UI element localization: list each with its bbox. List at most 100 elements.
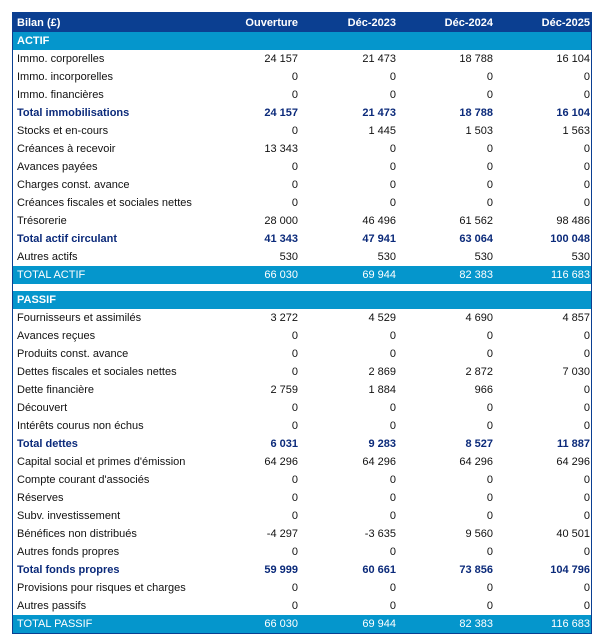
cell-value: 4 529	[368, 312, 396, 324]
cell-value: 2 869	[368, 366, 396, 378]
cell-value: 0	[389, 348, 396, 360]
cell-value: 16 104	[556, 107, 590, 119]
table-row: Créances fiscales et sociales nettes 0 0 0 0	[13, 194, 591, 212]
cell-value: 0	[583, 474, 590, 486]
cell-value: 0	[486, 161, 493, 173]
cell-value: 41 343	[264, 233, 298, 245]
cell-value: 530	[377, 251, 396, 263]
column-header: Déc-2023	[347, 16, 396, 29]
row-label: Autres passifs	[17, 600, 87, 612]
cell-value: 0	[486, 89, 493, 101]
balance-sheet-table: Bilan (£) Ouverture Déc-2023 Déc-2024 Dé…	[12, 12, 592, 634]
row-label: Autres actifs	[17, 251, 78, 263]
cell-value: 0	[389, 197, 396, 209]
cell-value: 40 501	[556, 528, 590, 540]
total-row: Total actif circulant 41 343 47 941 63 064 1…	[13, 230, 591, 248]
cell-value: 0	[486, 510, 493, 522]
cell-value: 0	[583, 71, 590, 83]
row-label: Immo. financières	[17, 89, 104, 101]
total-row: Total immobilisations 24 157 21 473 18 788 1…	[13, 104, 591, 122]
cell-value: 59 999	[264, 564, 298, 576]
cell-value: 64 296	[556, 456, 590, 468]
cell-value: 0	[389, 546, 396, 558]
cell-value: 0	[389, 510, 396, 522]
cell-value: 0	[291, 161, 298, 173]
cell-value: 28 000	[264, 215, 298, 227]
table-row: Autres actifs 530 530 530 530	[13, 248, 591, 266]
row-label: Avances reçues	[17, 330, 96, 342]
cell-value: 0	[583, 600, 590, 612]
grand-total-row: TOTAL ACTIF 66 030 69 944 82 383 116 683	[13, 266, 591, 284]
cell-value: 24 157	[264, 53, 298, 65]
cell-value: 69 944	[362, 618, 396, 630]
cell-value: 21 473	[362, 107, 396, 119]
table-row: Découvert 0 0 0 0	[13, 399, 591, 417]
cell-value: 63 064	[459, 233, 493, 245]
table-row: Trésorerie 28 000 46 496 61 562 98 486	[13, 212, 591, 230]
section-label: PASSIF	[17, 294, 56, 306]
actif-rows: Immo. corporelles 24 157 21 473 18 788 16 10…	[13, 50, 591, 284]
cell-value: 0	[486, 179, 493, 191]
cell-value: 0	[389, 330, 396, 342]
table-row: Fournisseurs et assimilés 3 272 4 529 4 690…	[13, 309, 591, 327]
table-row: Stocks et en-cours 0 1 445 1 503 1 563	[13, 122, 591, 140]
total-row: Total fonds propres 59 999 60 661 73 856 104…	[13, 561, 591, 579]
row-label: Immo. incorporelles	[17, 71, 113, 83]
section-header-passif: PASSIF	[13, 291, 591, 309]
row-label: Créances à recevoir	[17, 143, 116, 155]
cell-value: 0	[291, 510, 298, 522]
cell-value: 0	[389, 492, 396, 504]
cell-value: 0	[389, 420, 396, 432]
cell-value: 9 560	[465, 528, 493, 540]
table-row: Créances à recevoir 13 343 0 0 0	[13, 140, 591, 158]
cell-value: 0	[486, 600, 493, 612]
cell-value: 0	[291, 179, 298, 191]
cell-value: 0	[486, 71, 493, 83]
cell-value: 530	[279, 251, 298, 263]
cell-value: 0	[291, 366, 298, 378]
cell-value: 0	[583, 546, 590, 558]
table-row: Subv. investissement 0 0 0 0	[13, 507, 591, 525]
cell-value: 73 856	[459, 564, 493, 576]
cell-value: 69 944	[362, 269, 396, 281]
section-divider	[13, 284, 591, 291]
table-row: Autres fonds propres 0 0 0 0	[13, 543, 591, 561]
cell-value: 116 683	[551, 618, 590, 630]
cell-value: 0	[583, 89, 590, 101]
cell-value: 0	[389, 600, 396, 612]
table-row: Provisions pour risques et charges 0 0 0 0	[13, 579, 591, 597]
cell-value: 0	[486, 330, 493, 342]
section-label: ACTIF	[17, 35, 50, 47]
row-label: TOTAL ACTIF	[17, 269, 86, 281]
row-label: Dettes fiscales et sociales nettes	[17, 366, 177, 378]
table-row: Dettes fiscales et sociales nettes 0 2 869…	[13, 363, 591, 381]
cell-value: 0	[291, 197, 298, 209]
table-row: Avances payées 0 0 0 0	[13, 158, 591, 176]
cell-value: 0	[583, 161, 590, 173]
cell-value: 0	[583, 510, 590, 522]
cell-value: 0	[583, 330, 590, 342]
cell-value: 1 503	[465, 125, 493, 137]
cell-value: 66 030	[264, 269, 298, 281]
column-header: Déc-2024	[444, 16, 493, 29]
cell-value: 1 563	[562, 125, 590, 137]
cell-value: 1 884	[368, 384, 396, 396]
table-row: Réserves 0 0 0 0	[13, 489, 591, 507]
row-label: Provisions pour risques et charges	[17, 582, 186, 594]
cell-value: 82 383	[459, 269, 493, 281]
table-row: Immo. corporelles 24 157 21 473 18 788 16 10…	[13, 50, 591, 68]
cell-value: 6 031	[270, 438, 298, 450]
cell-value: 60 661	[362, 564, 396, 576]
cell-value: 0	[486, 348, 493, 360]
cell-value: 966	[474, 384, 493, 396]
cell-value: 0	[291, 420, 298, 432]
cell-value: 0	[291, 330, 298, 342]
cell-value: 0	[389, 582, 396, 594]
cell-value: 104 796	[550, 564, 590, 576]
cell-value: 0	[389, 143, 396, 155]
cell-value: 0	[583, 197, 590, 209]
cell-value: 0	[486, 143, 493, 155]
row-label: Compte courant d'associés	[17, 474, 150, 486]
row-label: TOTAL PASSIF	[17, 618, 93, 630]
section-header-actif: ACTIF	[13, 32, 591, 50]
